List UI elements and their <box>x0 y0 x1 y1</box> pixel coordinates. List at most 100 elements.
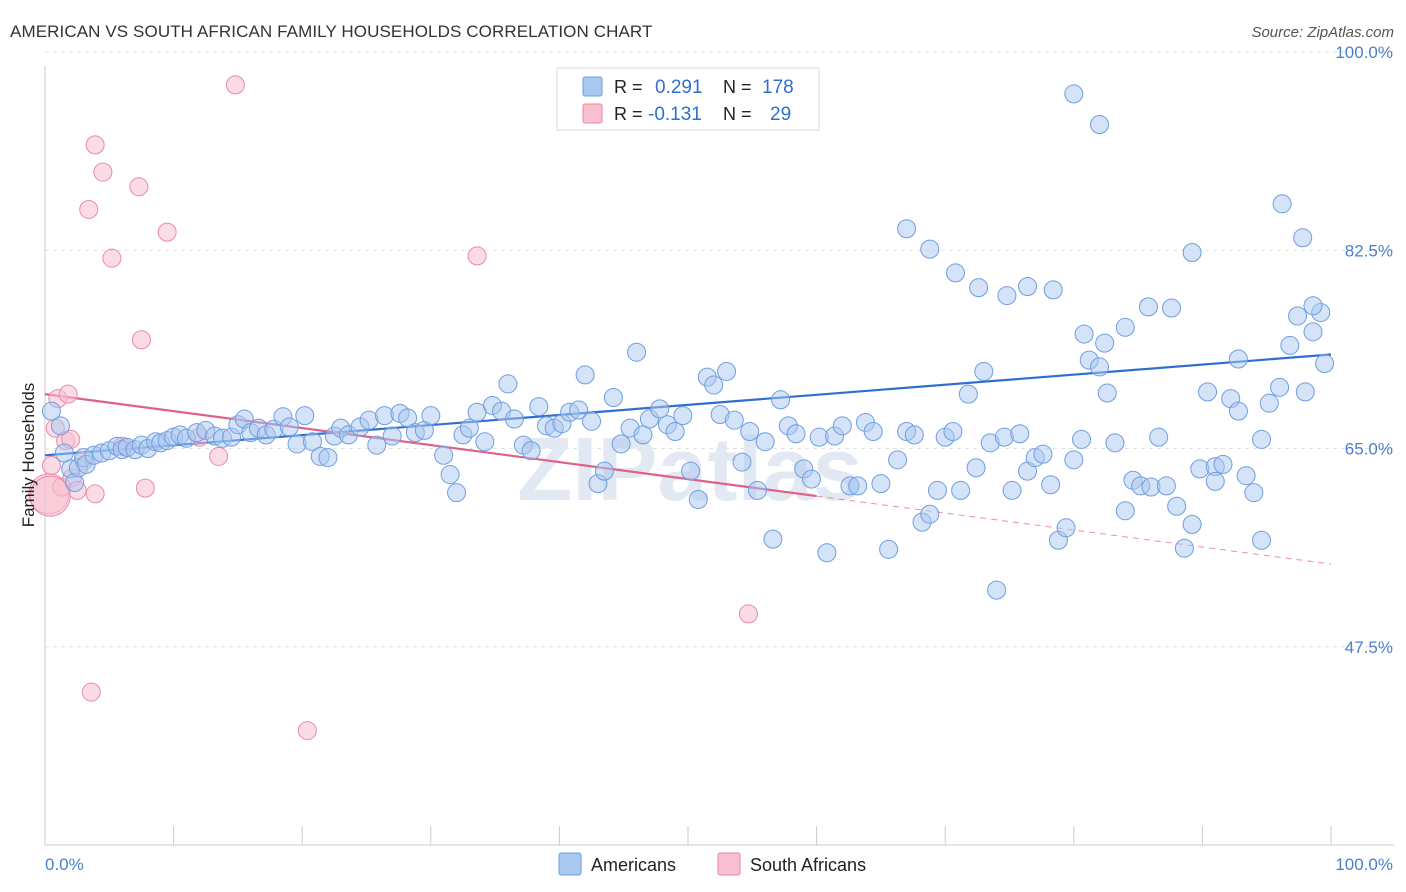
series-legend: Americans South Africans <box>558 852 866 876</box>
american-point-184 <box>969 278 989 298</box>
american-point-125 <box>974 361 994 381</box>
bottom-legend-swatch-americans <box>558 852 582 876</box>
american-point-124 <box>966 458 986 478</box>
american-point-66 <box>521 441 541 461</box>
american-point-86 <box>673 406 693 426</box>
american-point-77 <box>603 388 623 408</box>
american-point-103 <box>801 469 821 489</box>
american-point-93 <box>724 410 744 430</box>
south-african-point-16 <box>129 177 149 197</box>
y-axis-label: Family Households <box>19 383 38 528</box>
american-point-72 <box>569 400 589 420</box>
american-point-137 <box>1064 450 1084 470</box>
american-point-40 <box>318 448 338 468</box>
american-point-53 <box>421 406 441 426</box>
south-african-point-10 <box>79 199 99 219</box>
south-african-point-13 <box>85 484 105 504</box>
american-point-133 <box>1033 444 1053 464</box>
legend-n-south-africans: 29 <box>770 104 791 125</box>
american-point-176 <box>1162 298 1182 318</box>
american-point-105 <box>817 543 837 563</box>
american-point-83 <box>650 399 670 419</box>
south-african-point-21 <box>225 75 245 95</box>
american-point-112 <box>871 474 891 494</box>
american-point-73 <box>575 365 595 385</box>
american-point-153 <box>1198 382 1218 402</box>
american-point-60 <box>475 432 495 452</box>
american-point-143 <box>1115 501 1135 521</box>
american-point-97 <box>755 432 775 452</box>
american-point-1 <box>50 416 70 436</box>
american-point-78 <box>611 434 631 454</box>
american-point-161 <box>1259 393 1279 413</box>
american-point-92 <box>717 361 737 381</box>
chart-title: AMERICAN VS SOUTH AFRICAN FAMILY HOUSEHO… <box>10 22 653 41</box>
american-point-98 <box>763 529 783 549</box>
american-point-182 <box>1018 277 1038 297</box>
american-point-173 <box>1228 401 1248 421</box>
american-point-87 <box>681 461 701 481</box>
american-point-111 <box>863 422 883 442</box>
american-point-81 <box>633 425 653 445</box>
american-point-171 <box>1272 194 1292 214</box>
american-point-151 <box>1182 514 1202 534</box>
south-african-point-15 <box>102 248 122 268</box>
south-african-point-22 <box>297 721 317 741</box>
legend-r-americans: 0.291 <box>655 77 703 98</box>
american-point-54 <box>434 445 454 465</box>
american-point-129 <box>1002 480 1022 500</box>
american-point-50 <box>398 408 418 428</box>
american-point-37 <box>295 406 315 426</box>
grid-lines <box>45 51 1394 648</box>
american-point-183 <box>997 286 1017 306</box>
american-point-46 <box>367 435 387 455</box>
american-point-181 <box>1043 280 1063 300</box>
american-point-0 <box>41 401 61 421</box>
legend-r-label-americans: R = <box>614 77 643 97</box>
american-point-38 <box>302 432 322 452</box>
american-point-58 <box>459 418 479 438</box>
south-african-point-17 <box>131 330 151 350</box>
american-point-96 <box>747 480 767 500</box>
south-african-point-11 <box>81 682 101 702</box>
american-point-48 <box>382 426 402 446</box>
american-point-119 <box>927 480 947 500</box>
legend-n-label-americans: N = <box>723 77 752 97</box>
americans-points <box>41 84 1335 600</box>
american-point-147 <box>1149 427 1169 447</box>
south-african-point-20 <box>209 446 229 466</box>
american-point-149 <box>1167 496 1187 516</box>
american-point-85 <box>665 422 685 442</box>
american-point-80 <box>627 342 647 362</box>
american-point-35 <box>279 417 299 437</box>
south-african-point-12 <box>85 135 105 155</box>
american-point-122 <box>951 480 971 500</box>
south-african-point-19 <box>157 222 177 242</box>
y-tick-labels: 47.5% 65.0% 82.5% 100.0% <box>1335 43 1393 657</box>
american-point-88 <box>688 489 708 509</box>
american-point-160 <box>1252 530 1272 550</box>
x-tick-labels: 0.0% 100.0% <box>45 855 1393 874</box>
american-point-185 <box>945 263 965 283</box>
south-africans-trend-extension <box>816 495 1332 565</box>
american-point-141 <box>1097 383 1117 403</box>
bottom-legend-south-africans: South Africans <box>750 855 866 875</box>
american-point-64 <box>504 409 524 429</box>
south-african-point-28 <box>29 475 71 517</box>
american-point-188 <box>1064 84 1084 104</box>
american-point-127 <box>987 580 1007 600</box>
american-point-116 <box>904 425 924 445</box>
american-point-162 <box>1270 377 1290 397</box>
american-point-90 <box>704 375 724 395</box>
american-point-2 <box>54 443 74 463</box>
american-point-76 <box>594 461 614 481</box>
south-african-point-6 <box>58 384 78 404</box>
south-african-point-18 <box>135 478 155 498</box>
american-point-140 <box>1090 357 1110 377</box>
bottom-legend-swatch-south-africans <box>717 852 741 876</box>
american-point-178 <box>1115 317 1135 337</box>
american-point-177 <box>1138 297 1158 317</box>
american-point-95 <box>740 422 760 442</box>
american-point-142 <box>1105 433 1125 453</box>
